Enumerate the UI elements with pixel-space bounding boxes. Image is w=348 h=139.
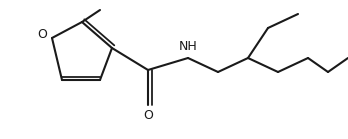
Text: NH: NH	[179, 39, 197, 53]
Text: O: O	[143, 109, 153, 121]
Text: O: O	[37, 28, 47, 40]
